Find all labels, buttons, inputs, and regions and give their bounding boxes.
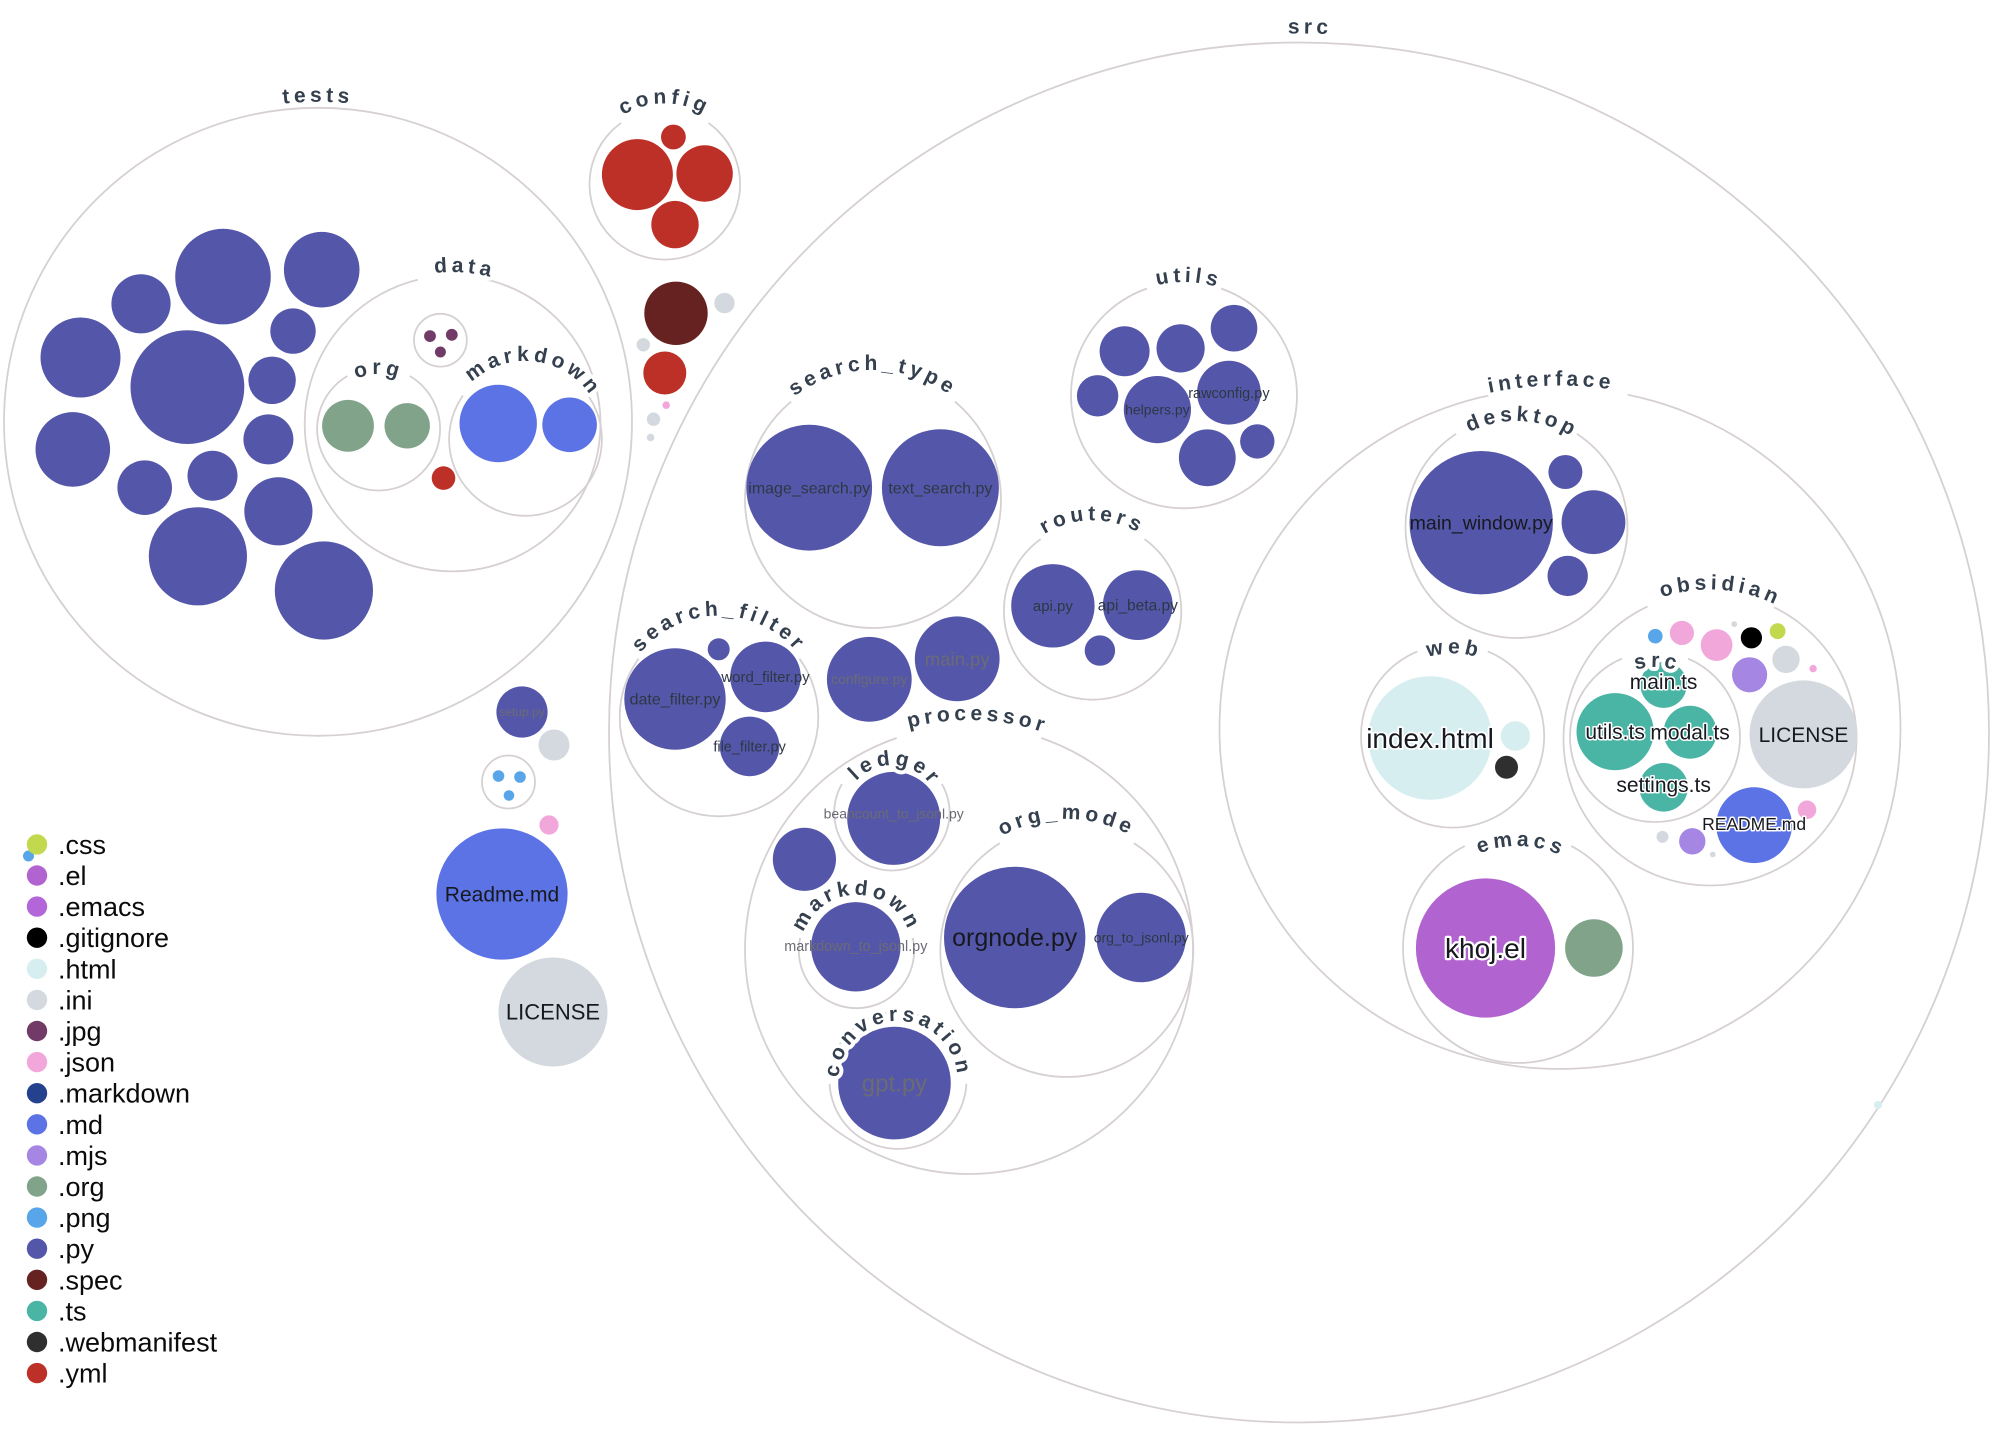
svg-text:.gitignore: .gitignore [58,923,169,953]
svg-text:tests: tests [281,84,354,109]
svg-text:.yml: .yml [58,1359,108,1389]
svg-text:api_beta.py: api_beta.py [1098,598,1178,615]
svg-text:.html: .html [58,954,117,984]
svg-text:org: org [351,356,406,383]
svg-text:main.ts: main.ts [1630,671,1698,694]
svg-text:configure.py: configure.py [831,671,907,687]
svg-text:markdown_to_jsonl.py: markdown_to_jsonl.py [784,939,928,955]
svg-text:image_search.py: image_search.py [748,480,870,497]
svg-text:.mjs: .mjs [58,1141,108,1171]
svg-text:api.py: api.py [1033,598,1074,615]
svg-text:orgnode.py: orgnode.py [952,924,1078,952]
svg-text:.markdown: .markdown [58,1079,190,1109]
svg-text:.org: .org [58,1172,105,1202]
svg-text:main_window.py: main_window.py [1410,513,1553,535]
svg-text:index.html: index.html [1366,723,1494,754]
svg-text:src: src [1632,649,1683,676]
svg-text:text_search.py: text_search.py [888,480,992,497]
svg-text:.json: .json [58,1048,115,1078]
svg-text:utils.ts: utils.ts [1585,721,1645,744]
svg-text:setup.py: setup.py [499,705,544,719]
svg-text:LICENSE: LICENSE [1759,724,1849,747]
svg-text:.jpg: .jpg [58,1017,102,1047]
svg-text:date_filter.py: date_filter.py [630,692,721,709]
svg-text:settings.ts: settings.ts [1616,774,1711,797]
svg-text:.webmanifest: .webmanifest [58,1328,218,1358]
svg-text:beancount_to_jsonl.py: beancount_to_jsonl.py [824,806,964,822]
svg-text:.el: .el [58,861,87,891]
svg-text:.md: .md [58,1110,103,1140]
svg-text:LICENSE: LICENSE [506,1000,600,1025]
svg-text:main.py: main.py [925,648,991,669]
svg-text:word_filter.py: word_filter.py [720,669,810,686]
svg-text:gpt.py: gpt.py [862,1071,927,1098]
svg-text:.css: .css [58,830,106,860]
svg-text:.ts: .ts [58,1296,87,1326]
svg-text:file_filter.py: file_filter.py [713,740,786,756]
svg-text:README.md: README.md [1702,814,1806,834]
svg-text:Readme.md: Readme.md [445,883,559,906]
svg-text:rawconfig.py: rawconfig.py [1188,386,1270,402]
svg-text:src: src [1288,15,1333,39]
svg-text:.py: .py [58,1234,95,1264]
svg-text:.png: .png [58,1203,111,1233]
svg-text:modal.ts: modal.ts [1650,722,1729,745]
svg-text:.emacs: .emacs [58,892,145,922]
svg-text:org_to_jsonl.py: org_to_jsonl.py [1094,929,1189,945]
svg-text:.spec: .spec [58,1265,123,1295]
svg-text:helpers.py: helpers.py [1125,402,1190,418]
svg-text:khoj.el: khoj.el [1445,933,1526,964]
svg-text:.ini: .ini [58,985,93,1015]
